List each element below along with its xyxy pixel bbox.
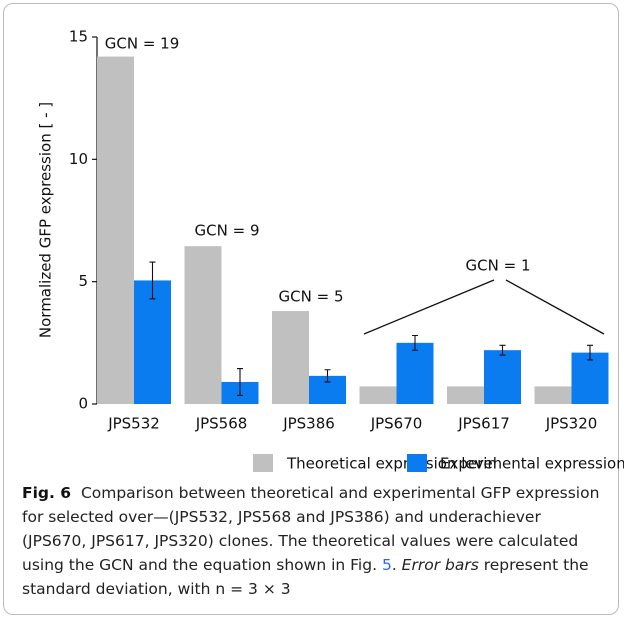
x-tick-label: JPS568 [195,415,248,433]
y-tick-label: 0 [78,395,88,413]
annotation: GCN = 1 [466,257,531,275]
error-bar [237,367,243,396]
caption-text: represent the standard deviation, with n… [22,556,589,598]
bar [534,386,572,404]
bar [134,280,171,404]
x-tick-label: JPS320 [545,415,598,433]
figure-link[interactable]: 5 [381,556,392,574]
caption-text: . [391,556,402,574]
caption-text: Comparison between theoretical and exper… [22,484,600,574]
legend-swatch [407,454,427,472]
bar [97,56,134,404]
legend-label: Experimental expression level [440,455,624,473]
error-bar [324,369,331,383]
x-tick-label: JPS670 [370,415,423,433]
annotation: GCN = 5 [279,288,344,306]
caption-label: Fig. 6 [22,484,72,502]
x-tick-label: JPS532 [107,415,160,433]
annotation-line [505,279,605,335]
y-tick-label: 15 [69,28,88,46]
caption-italic: Error bars [401,556,479,574]
y-tick-label: 5 [78,272,88,290]
error-bar [499,344,506,356]
error-bar [412,334,418,351]
bar [396,342,434,404]
legend-label: Theoretical expression level [286,455,497,473]
caption: Fig. 6 Comparison between theoretical an… [22,481,607,601]
figure-frame [3,3,619,615]
y-tick-label: 10 [69,150,88,168]
bar [484,350,521,404]
annotation: GCN = 19 [105,35,180,53]
annotation-line [363,279,495,335]
bar [184,246,222,404]
x-tick-label: JPS617 [457,415,510,433]
bar [447,386,484,404]
bar [571,352,609,404]
bar [272,311,309,404]
legend-swatch [253,454,273,472]
y-axis-label: Normalized GFP expression [ - ] [37,102,55,338]
error-bar [587,344,593,361]
x-tick-label: JPS386 [282,415,335,433]
annotation: GCN = 9 [195,222,260,240]
bar [359,386,397,404]
error-bar [149,261,156,300]
chart: Normalized GFP expression [ - ] 0 5 10 15 JP… [37,28,624,473]
